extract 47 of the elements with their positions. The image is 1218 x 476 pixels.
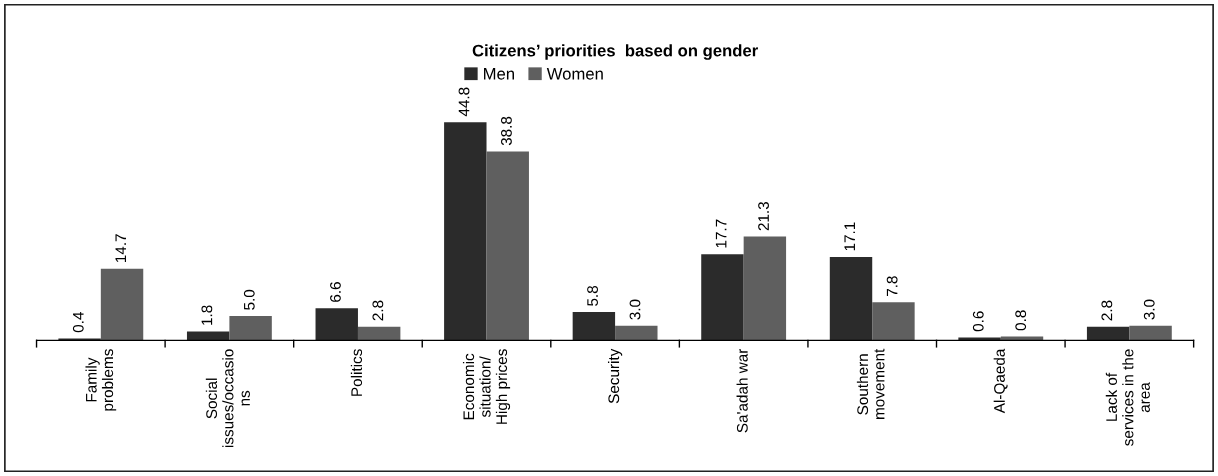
bar <box>743 236 787 341</box>
bar <box>357 326 401 341</box>
bar <box>1086 326 1130 341</box>
bar <box>958 337 1001 341</box>
bar <box>186 331 230 341</box>
bar <box>829 257 873 341</box>
data-label: 3.0 <box>1143 299 1155 320</box>
bar <box>872 302 915 341</box>
x-tick-label: Economic situation/ High prices <box>462 349 511 424</box>
x-tick-label: Family problems <box>85 349 117 411</box>
data-label: 7.8 <box>886 276 898 297</box>
data-label: 0.6 <box>972 311 984 332</box>
data-label: 38.8 <box>501 116 512 146</box>
x-tick-label: Lack of services in the area <box>1105 349 1150 446</box>
bar <box>701 254 744 341</box>
data-label: 44.8 <box>458 87 470 117</box>
bar <box>1000 336 1044 341</box>
x-tick-label: Politics <box>350 349 363 396</box>
bar <box>444 122 487 341</box>
data-label: 2.8 <box>1101 300 1113 321</box>
x-tick-label: Southern movement <box>856 348 885 419</box>
bar <box>572 312 616 341</box>
x-tick-label: Security <box>607 348 623 404</box>
data-label: 17.1 <box>844 222 855 251</box>
bar <box>615 325 658 341</box>
bar <box>1129 325 1172 341</box>
bar <box>315 308 358 341</box>
data-label: 0.4 <box>72 312 84 333</box>
data-label: 14.7 <box>115 234 126 263</box>
data-label: 2.8 <box>372 300 384 321</box>
data-label: 3.0 <box>629 299 641 320</box>
bar <box>486 151 529 341</box>
bar <box>100 268 144 341</box>
data-label: 0.8 <box>1015 310 1027 331</box>
data-label: 6.6 <box>330 282 341 302</box>
chart-title: Citizens’ priorities based on gender <box>472 44 758 60</box>
x-tick-label: Sa'adah war <box>736 348 748 433</box>
bar <box>229 315 272 341</box>
data-label: 5.8 <box>587 285 598 306</box>
data-label: 1.8 <box>201 305 213 325</box>
data-label: 21.3 <box>758 201 769 231</box>
legend-label: Women <box>546 68 603 80</box>
legend-label: Men <box>484 68 514 80</box>
x-tick-label: Al-Qaeda <box>993 348 1008 414</box>
x-tick-label: Social issues/occasio ns <box>205 349 250 447</box>
data-label: 17.7 <box>715 219 727 248</box>
data-label: 5.0 <box>243 289 255 310</box>
